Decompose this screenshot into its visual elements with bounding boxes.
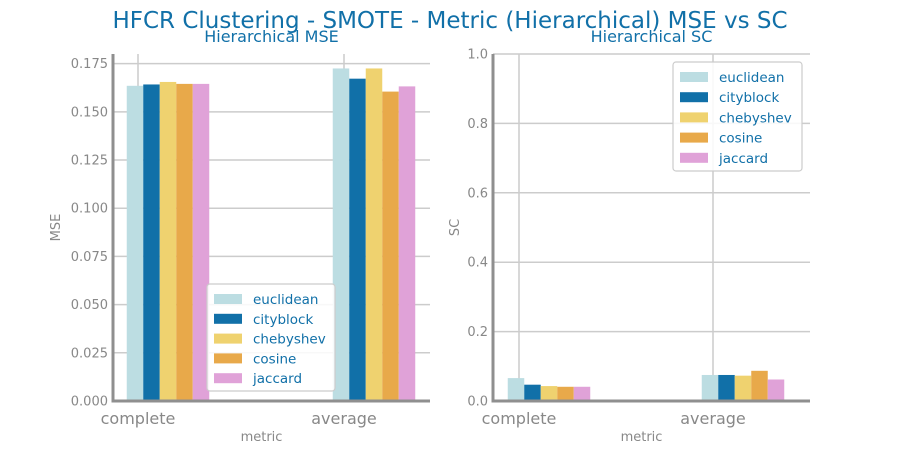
legend-swatch-euclidean — [680, 72, 708, 82]
panel-title: Hierarchical MSE — [204, 27, 339, 46]
bar-cosine-complete — [176, 83, 193, 401]
legend-swatch-euclidean — [214, 294, 242, 304]
legend-label-cityblock: cityblock — [719, 90, 779, 106]
legend-label-euclidean: euclidean — [253, 292, 319, 308]
y-tick-label: 0.025 — [71, 346, 108, 361]
y-tick-label: 0.8 — [467, 117, 488, 132]
panel-title: Hierarchical SC — [591, 27, 713, 46]
legend-frame — [672, 61, 803, 172]
bar-euclidean-average — [701, 374, 719, 401]
bar-euclidean-complete — [126, 85, 144, 401]
y-axis-label: SC — [448, 219, 463, 236]
bar-cityblock-average — [718, 374, 735, 401]
bar-jaccard-average — [767, 379, 785, 401]
legend: euclidean cityblock chebyshev cosine jaccard — [206, 283, 336, 392]
bar-chebyshev-average — [734, 375, 752, 401]
legend-swatch-jaccard — [214, 373, 242, 384]
bar-cityblock-average — [349, 78, 366, 402]
bar-euclidean-average — [332, 68, 350, 401]
legend-label-cityblock: cityblock — [253, 312, 313, 328]
legend: euclidean cityblock chebyshev cosine jaccard — [672, 61, 803, 172]
legend-swatch-cityblock — [214, 313, 242, 324]
x-tick-label: complete — [101, 409, 176, 428]
bar-chebyshev-average — [365, 68, 383, 401]
legend-label-chebyshev: chebyshev — [719, 110, 792, 126]
chart-panel-1: Hierarchical MSE 0.000 0.025 0.050 0.075 0.10… — [49, 27, 430, 445]
y-tick-label: 0.075 — [71, 250, 108, 265]
legend-swatch-chebyshev — [214, 333, 242, 344]
y-tick-label: 0.6 — [467, 186, 488, 201]
bar-cityblock-complete — [143, 84, 160, 401]
y-tick-label: 1.0 — [467, 48, 488, 63]
bar-euclidean-complete — [507, 378, 525, 401]
x-axis-label: metric — [241, 430, 283, 445]
y-tick-label: 0.000 — [71, 395, 108, 410]
legend-label-jaccard: jaccard — [252, 371, 302, 387]
bar-chebyshev-complete — [159, 81, 177, 402]
bar-jaccard-average — [398, 86, 416, 402]
bar-cosine-average — [382, 91, 399, 401]
legend-swatch-cityblock — [680, 92, 708, 103]
y-tick-label: 0.100 — [71, 202, 108, 217]
figure-title: HFCR Clustering - SMOTE - Metric (Hierar… — [112, 8, 787, 34]
bar-cosine-complete — [557, 386, 574, 401]
y-tick-label: 0.150 — [71, 105, 108, 120]
bar-cityblock-complete — [524, 384, 541, 401]
y-tick-label: 0.4 — [467, 256, 488, 271]
y-axis-label: MSE — [49, 214, 64, 242]
x-tick-label: average — [680, 409, 746, 428]
legend-label-jaccard: jaccard — [718, 151, 768, 167]
x-tick-label: average — [311, 409, 377, 428]
y-tick-label: 0.125 — [71, 154, 108, 169]
legend-swatch-jaccard — [680, 152, 708, 163]
y-tick-label: 0.2 — [467, 325, 488, 340]
bar-cosine-average — [751, 370, 768, 401]
y-tick-label: 0.0 — [467, 395, 488, 410]
y-tick-label: 0.050 — [71, 298, 108, 313]
legend-swatch-cosine — [680, 132, 708, 143]
y-tick-label: 0.175 — [71, 57, 108, 72]
chart-panel-2: Hierarchical SC 0.0 0.2 0.4 0.6 0.8 1.0 complet… — [448, 27, 810, 445]
legend-label-euclidean: euclidean — [719, 70, 785, 86]
legend-swatch-cosine — [214, 353, 242, 364]
bar-jaccard-complete — [573, 386, 591, 401]
legend-label-cosine: cosine — [719, 131, 762, 147]
bar-jaccard-complete — [192, 83, 210, 401]
x-axis-label: metric — [621, 430, 663, 445]
bar-chebyshev-complete — [540, 386, 558, 401]
legend-swatch-chebyshev — [680, 112, 708, 123]
legend-frame — [206, 283, 336, 392]
x-tick-label: complete — [482, 409, 557, 428]
legend-label-chebyshev: chebyshev — [253, 332, 326, 348]
legend-label-cosine: cosine — [253, 351, 296, 367]
